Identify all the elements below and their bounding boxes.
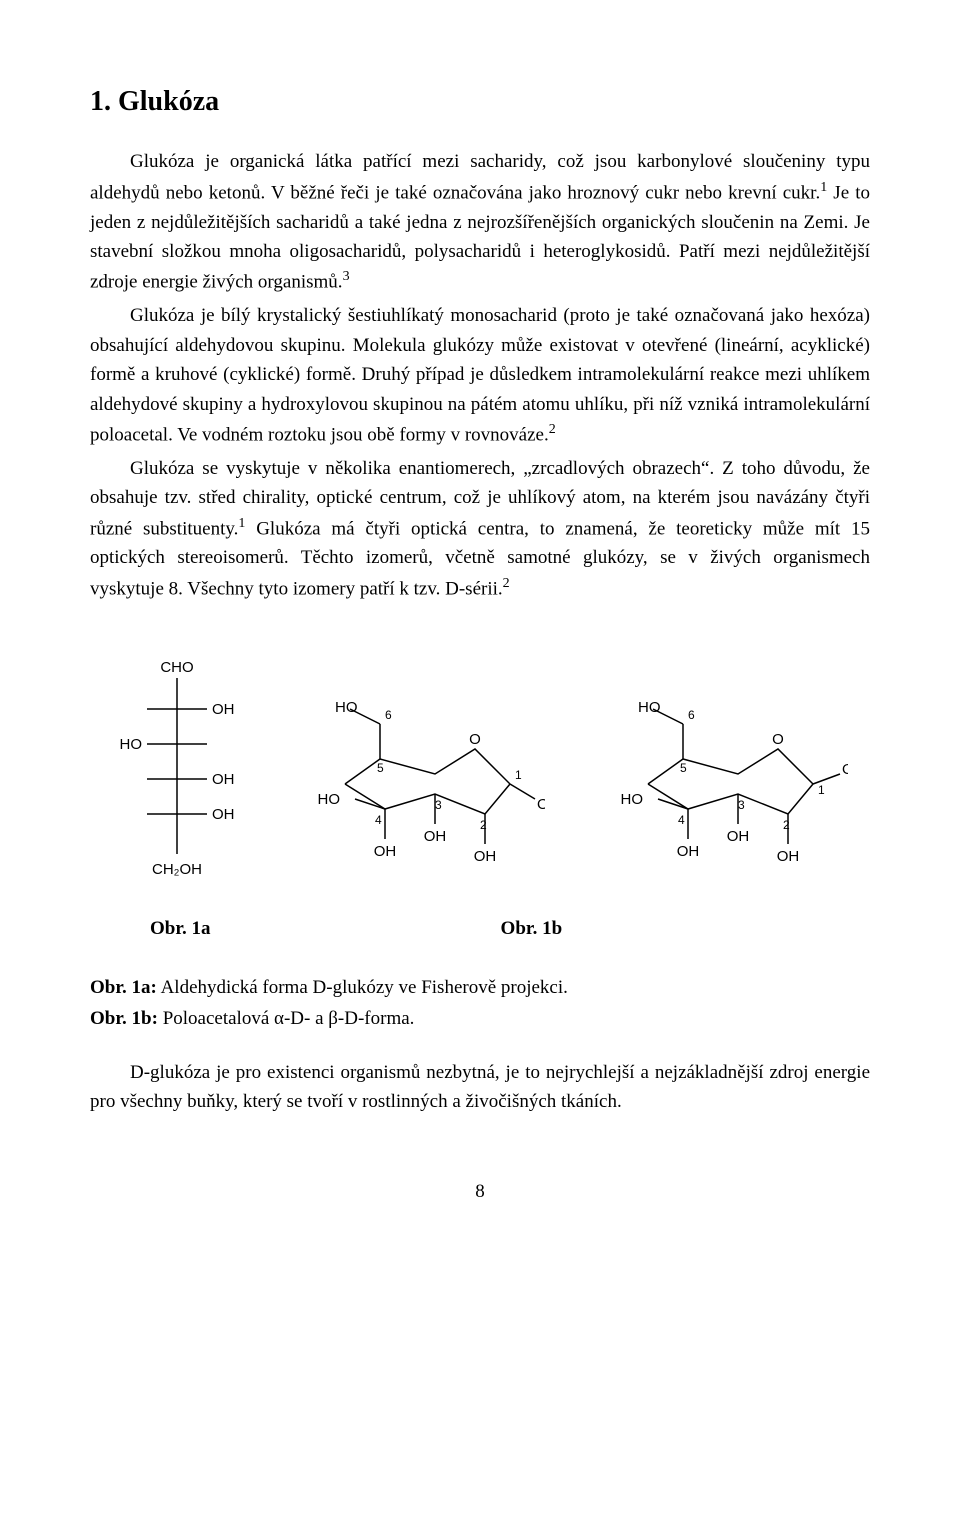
svg-text:HO: HO bbox=[621, 791, 644, 808]
svg-text:1: 1 bbox=[818, 783, 825, 797]
para2-text-a: Glukóza je bílý krystalický šestiuhlíkat… bbox=[90, 305, 870, 445]
caption-1b: Obr. 1b bbox=[501, 914, 563, 943]
svg-text:1: 1 bbox=[515, 768, 522, 782]
desc2-label: Obr. 1b: bbox=[90, 1008, 158, 1029]
svg-text:OH: OH bbox=[727, 828, 750, 845]
svg-text:OH: OH bbox=[677, 843, 700, 860]
page-title: 1. Glukóza bbox=[90, 80, 870, 123]
svg-text:OH: OH bbox=[537, 796, 545, 813]
svg-text:OH: OH bbox=[777, 848, 800, 865]
svg-text:HO: HO bbox=[638, 699, 661, 716]
svg-text:2: 2 bbox=[783, 818, 790, 832]
svg-text:OH: OH bbox=[842, 761, 848, 778]
svg-text:2: 2 bbox=[480, 818, 487, 832]
ref-3: 2 bbox=[549, 422, 556, 437]
svg-text:6: 6 bbox=[385, 708, 392, 722]
svg-text:OH: OH bbox=[474, 848, 497, 865]
final-paragraph-block: D-glukóza je pro existenci organismů nez… bbox=[90, 1058, 870, 1117]
svg-text:O: O bbox=[772, 731, 784, 748]
svg-text:HO: HO bbox=[335, 699, 358, 716]
ref-5: 2 bbox=[503, 576, 510, 591]
svg-text:6: 6 bbox=[688, 708, 695, 722]
svg-text:5: 5 bbox=[377, 761, 384, 775]
svg-text:OH: OH bbox=[424, 828, 447, 845]
svg-text:HO: HO bbox=[119, 736, 142, 753]
svg-text:3: 3 bbox=[435, 798, 442, 812]
svg-text:OH: OH bbox=[212, 771, 235, 788]
caption-1a: Obr. 1a bbox=[150, 914, 211, 943]
page-number: 8 bbox=[90, 1177, 870, 1206]
svg-text:HO: HO bbox=[317, 791, 340, 808]
caption-row: Obr. 1a Obr. 1b bbox=[90, 914, 870, 943]
ref-2: 3 bbox=[343, 269, 350, 284]
ring-beta-diagram: O HO 6 5 4 3 2 1 HO OH OH OH OH bbox=[588, 664, 848, 894]
ring-alpha-diagram: O HO 6 5 4 3 2 1 HO OH OH OH OH bbox=[285, 664, 545, 894]
fischer-diagram: CHO OH HO OH OH CH₂OH bbox=[112, 654, 242, 894]
svg-text:O: O bbox=[469, 731, 481, 748]
svg-text:4: 4 bbox=[375, 813, 382, 827]
figure-descriptions: Obr. 1a: Aldehydická forma D-glukózy ve … bbox=[90, 973, 870, 1034]
svg-text:OH: OH bbox=[374, 843, 397, 860]
figure-row: CHO OH HO OH OH CH₂OH O HO bbox=[90, 654, 870, 894]
svg-text:4: 4 bbox=[678, 813, 685, 827]
svg-text:CHO: CHO bbox=[160, 659, 193, 676]
paragraph-1: Glukóza je organická látka patřící mezi … bbox=[90, 147, 870, 297]
paragraph-2: Glukóza je bílý krystalický šestiuhlíkat… bbox=[90, 301, 870, 450]
svg-text:3: 3 bbox=[738, 798, 745, 812]
svg-text:OH: OH bbox=[212, 806, 235, 823]
desc2-text: Poloacetalová α-D- a β-D-forma. bbox=[158, 1008, 415, 1029]
desc1-text: Aldehydická forma D-glukózy ve Fisherově… bbox=[157, 977, 568, 998]
svg-text:OH: OH bbox=[212, 701, 235, 718]
desc1-label: Obr. 1a: bbox=[90, 977, 157, 998]
svg-text:5: 5 bbox=[680, 761, 687, 775]
final-paragraph: D-glukóza je pro existenci organismů nez… bbox=[90, 1058, 870, 1117]
para1-text-a: Glukóza je organická látka patřící mezi … bbox=[90, 151, 870, 203]
paragraph-3: Glukóza se vyskytuje v několika enantiom… bbox=[90, 454, 870, 604]
svg-text:CH₂OH: CH₂OH bbox=[152, 861, 202, 878]
